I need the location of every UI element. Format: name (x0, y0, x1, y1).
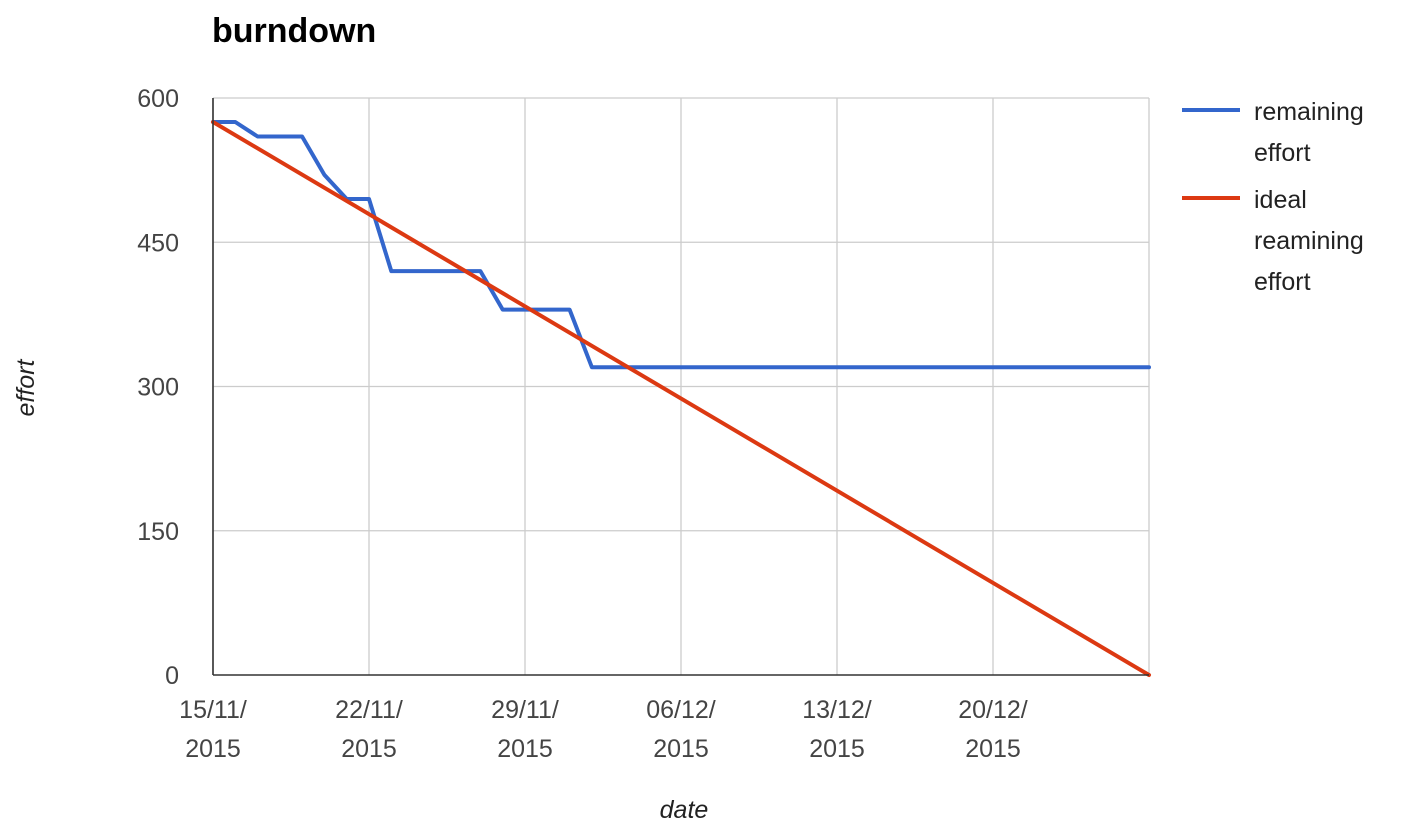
y-axis-label: effort (12, 358, 40, 416)
legend: remaining effort ideal reamining effort (1182, 98, 1364, 296)
series-line-0 (211, 120, 1151, 370)
series-line-1 (211, 120, 1151, 677)
series-lines (211, 120, 1151, 677)
x-tick-label: 06/12/2015 (646, 696, 716, 763)
x-tick-label: 29/11/2015 (491, 696, 559, 763)
x-tick-label: 20/12/2015 (958, 696, 1028, 763)
x-tick-label: 15/11/2015 (179, 696, 247, 763)
x-tick-label: 22/11/2015 (335, 696, 403, 763)
grid (212, 97, 1150, 675)
x-axis-ticks: 15/11/2015 22/11/2015 29/11/2015 06/12/2015… (179, 696, 1028, 763)
x-axis-label: date (660, 796, 709, 823)
y-tick-label: 0 (165, 662, 179, 690)
y-axis-ticks: 0 150 300 450 600 (137, 85, 179, 690)
legend-label: remaining effort (1254, 98, 1364, 167)
y-tick-label: 300 (137, 374, 179, 402)
legend-label: ideal reamining effort (1254, 186, 1364, 296)
y-tick-label: 450 (137, 229, 179, 257)
y-tick-label: 150 (137, 518, 179, 546)
chart-title: burndown (212, 12, 376, 50)
y-tick-label: 600 (137, 85, 179, 113)
x-tick-label: 13/12/2015 (802, 696, 872, 763)
axes (212, 98, 1149, 676)
